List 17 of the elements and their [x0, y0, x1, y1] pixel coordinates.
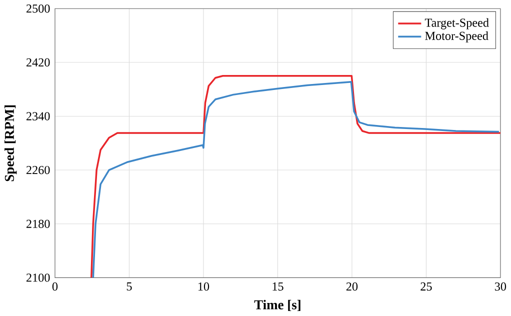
legend-label: Target-Speed	[424, 18, 489, 30]
x-tick-label: 0	[52, 282, 58, 291]
x-tick-label: 25	[420, 282, 432, 291]
x-tick-label: 20	[346, 282, 358, 291]
y-tick-label: 2180	[26, 220, 50, 228]
x-tick-label: 15	[272, 282, 284, 291]
legend-label: Motor-Speed	[425, 32, 488, 43]
x-axis-title: Time [s]	[254, 300, 300, 312]
x-tick-label: 10	[198, 282, 210, 291]
y-tick-label: 2260	[26, 166, 50, 174]
y-tick-label: 2100	[26, 274, 50, 282]
x-tick-label: 5	[126, 282, 132, 291]
x-tick-label: 30	[494, 282, 506, 291]
y-tick-label: 2420	[26, 58, 50, 67]
y-tick-label: 2340	[26, 112, 50, 121]
y-axis-title: Speed [RPM]	[4, 106, 17, 182]
y-tick-label: 2500	[26, 4, 50, 13]
